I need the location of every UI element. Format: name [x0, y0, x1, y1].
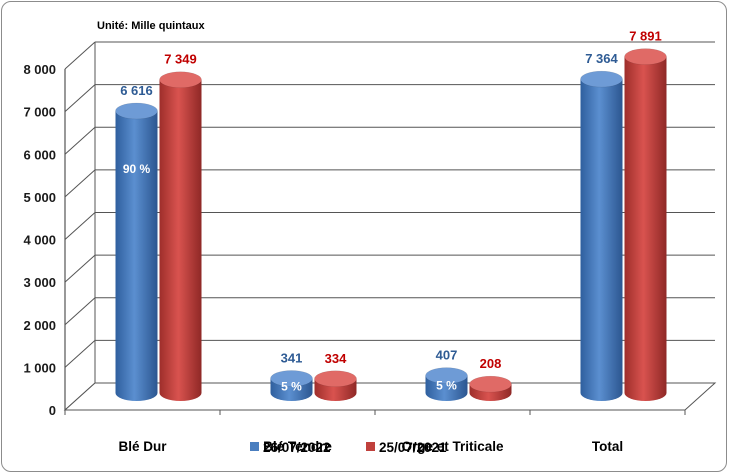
- gridline-depth: [64, 84, 96, 112]
- bar-blue: [115, 110, 158, 402]
- legend-swatch: [250, 442, 259, 451]
- value-label: 407: [436, 348, 458, 363]
- data-labels: 6 616 90 % 341 5 % 407 5 % 7 364 7 349 334 208 7 8…: [120, 29, 662, 394]
- bar-top: [115, 102, 158, 120]
- y-tick-label: 8 000: [23, 62, 56, 77]
- share-label: 90 %: [123, 162, 151, 176]
- bar-top: [580, 70, 623, 88]
- legend-label: 25/07/2021: [379, 440, 447, 455]
- unit-note: Unité: Mille quintaux: [97, 20, 205, 32]
- axes: 0 1 000 2 000 3 000 4 000 5 000 6 000 7 000 8 00…: [23, 42, 717, 454]
- y-tick-label: 6 000: [23, 147, 56, 162]
- bar-blue: [580, 79, 623, 401]
- bar-top: [425, 367, 468, 384]
- legend-label: 26/07/2022: [263, 440, 331, 455]
- gridline-depth: [64, 340, 96, 368]
- y-tick-label: 7 000: [23, 105, 56, 120]
- value-label: 7 891: [629, 29, 662, 44]
- value-label: 7 364: [585, 51, 618, 66]
- x-tick-label: Orge et Triticale: [401, 439, 504, 454]
- gridline-depth: [64, 169, 96, 198]
- gridline-depth: [64, 126, 96, 155]
- bar-red: [624, 56, 667, 402]
- y-tick-label: 3 000: [23, 275, 56, 290]
- legend: 26/07/2022 25/07/2021: [250, 440, 447, 455]
- bar-top: [270, 370, 313, 387]
- x-tick-label: Blé Dur: [118, 439, 167, 454]
- share-label: 5 %: [436, 378, 457, 392]
- gridline-depth: [64, 212, 96, 240]
- bar-red: [159, 79, 202, 402]
- x-tick-label: Blé Tendre: [263, 439, 332, 454]
- x-tick-label: Total: [592, 439, 623, 454]
- gridline-depth: [64, 41, 96, 70]
- y-tick-label: 5 000: [23, 190, 56, 205]
- share-label: 5 %: [281, 380, 302, 394]
- gridline-depth: [64, 297, 96, 326]
- y-tick-label: 2 000: [23, 318, 56, 333]
- y-tick-label: 4 000: [23, 233, 56, 248]
- value-label: 6 616: [120, 83, 153, 98]
- legend-swatch: [366, 442, 375, 451]
- value-label: 7 349: [164, 52, 197, 67]
- y-tick-label: 1 000: [23, 360, 56, 375]
- bar-top: [314, 370, 357, 388]
- bar-top: [624, 48, 667, 65]
- value-label: 334: [325, 351, 347, 366]
- bar-top: [469, 375, 512, 393]
- value-label: 341: [281, 350, 303, 365]
- bar-top: [159, 71, 202, 88]
- bars: [115, 48, 667, 402]
- value-label: 208: [480, 356, 502, 371]
- gridline-depth: [64, 254, 96, 283]
- y-tick-label: 0: [49, 403, 56, 418]
